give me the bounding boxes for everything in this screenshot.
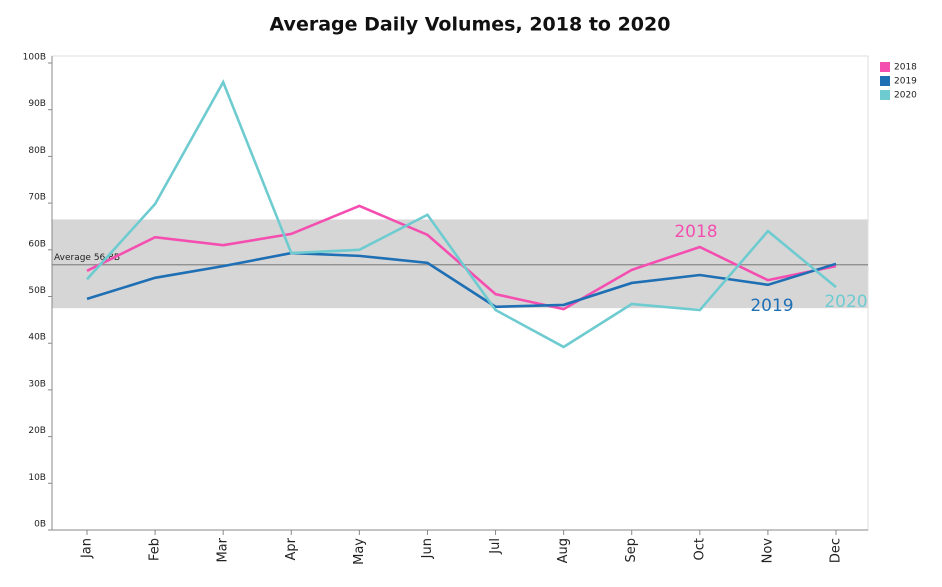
y-tick-label: 100B xyxy=(23,53,46,63)
x-tick-label: Sep xyxy=(624,538,639,563)
legend-swatch xyxy=(880,62,890,72)
y-tick-label: 70B xyxy=(28,193,46,203)
legend-label: 2018 xyxy=(894,63,917,73)
y-tick-label: 40B xyxy=(28,333,46,343)
x-tick-label: May xyxy=(352,538,367,565)
series-line xyxy=(86,251,837,309)
x-tick-label: Jul xyxy=(488,538,503,555)
series-label: 2019 xyxy=(750,296,793,316)
x-tick-label: Jan xyxy=(80,538,95,559)
y-tick-label: 20B xyxy=(28,426,46,436)
legend-swatch xyxy=(880,76,890,86)
x-tick-label: Dec xyxy=(829,538,844,563)
x-tick-label: Aug xyxy=(556,538,571,563)
y-tick-label: 50B xyxy=(28,286,46,296)
x-tick-label: Feb xyxy=(148,538,163,561)
y-tick-label: 90B xyxy=(28,99,46,109)
x-tick-label: Jun xyxy=(420,538,435,559)
y-tick-label: 10B xyxy=(28,473,46,483)
series-label: 2018 xyxy=(674,222,717,242)
x-tick-label: Mar xyxy=(216,537,231,562)
average-label: Average 56.8B xyxy=(54,253,120,263)
x-tick-label: Oct xyxy=(692,538,707,560)
legend-swatch xyxy=(880,90,890,100)
legend-label: 2019 xyxy=(894,77,917,87)
x-tick-label: Nov xyxy=(760,538,775,564)
chart-title: Average Daily Volumes, 2018 to 2020 xyxy=(270,14,671,36)
y-tick-label: 0B xyxy=(34,520,46,530)
y-tick-label: 30B xyxy=(28,379,46,389)
series-line xyxy=(86,79,837,349)
x-tick-label: Apr xyxy=(284,537,299,560)
y-tick-label: 60B xyxy=(28,239,46,249)
legend-label: 2020 xyxy=(894,91,917,101)
series-label: 2020 xyxy=(824,292,867,312)
y-tick-label: 80B xyxy=(28,146,46,156)
